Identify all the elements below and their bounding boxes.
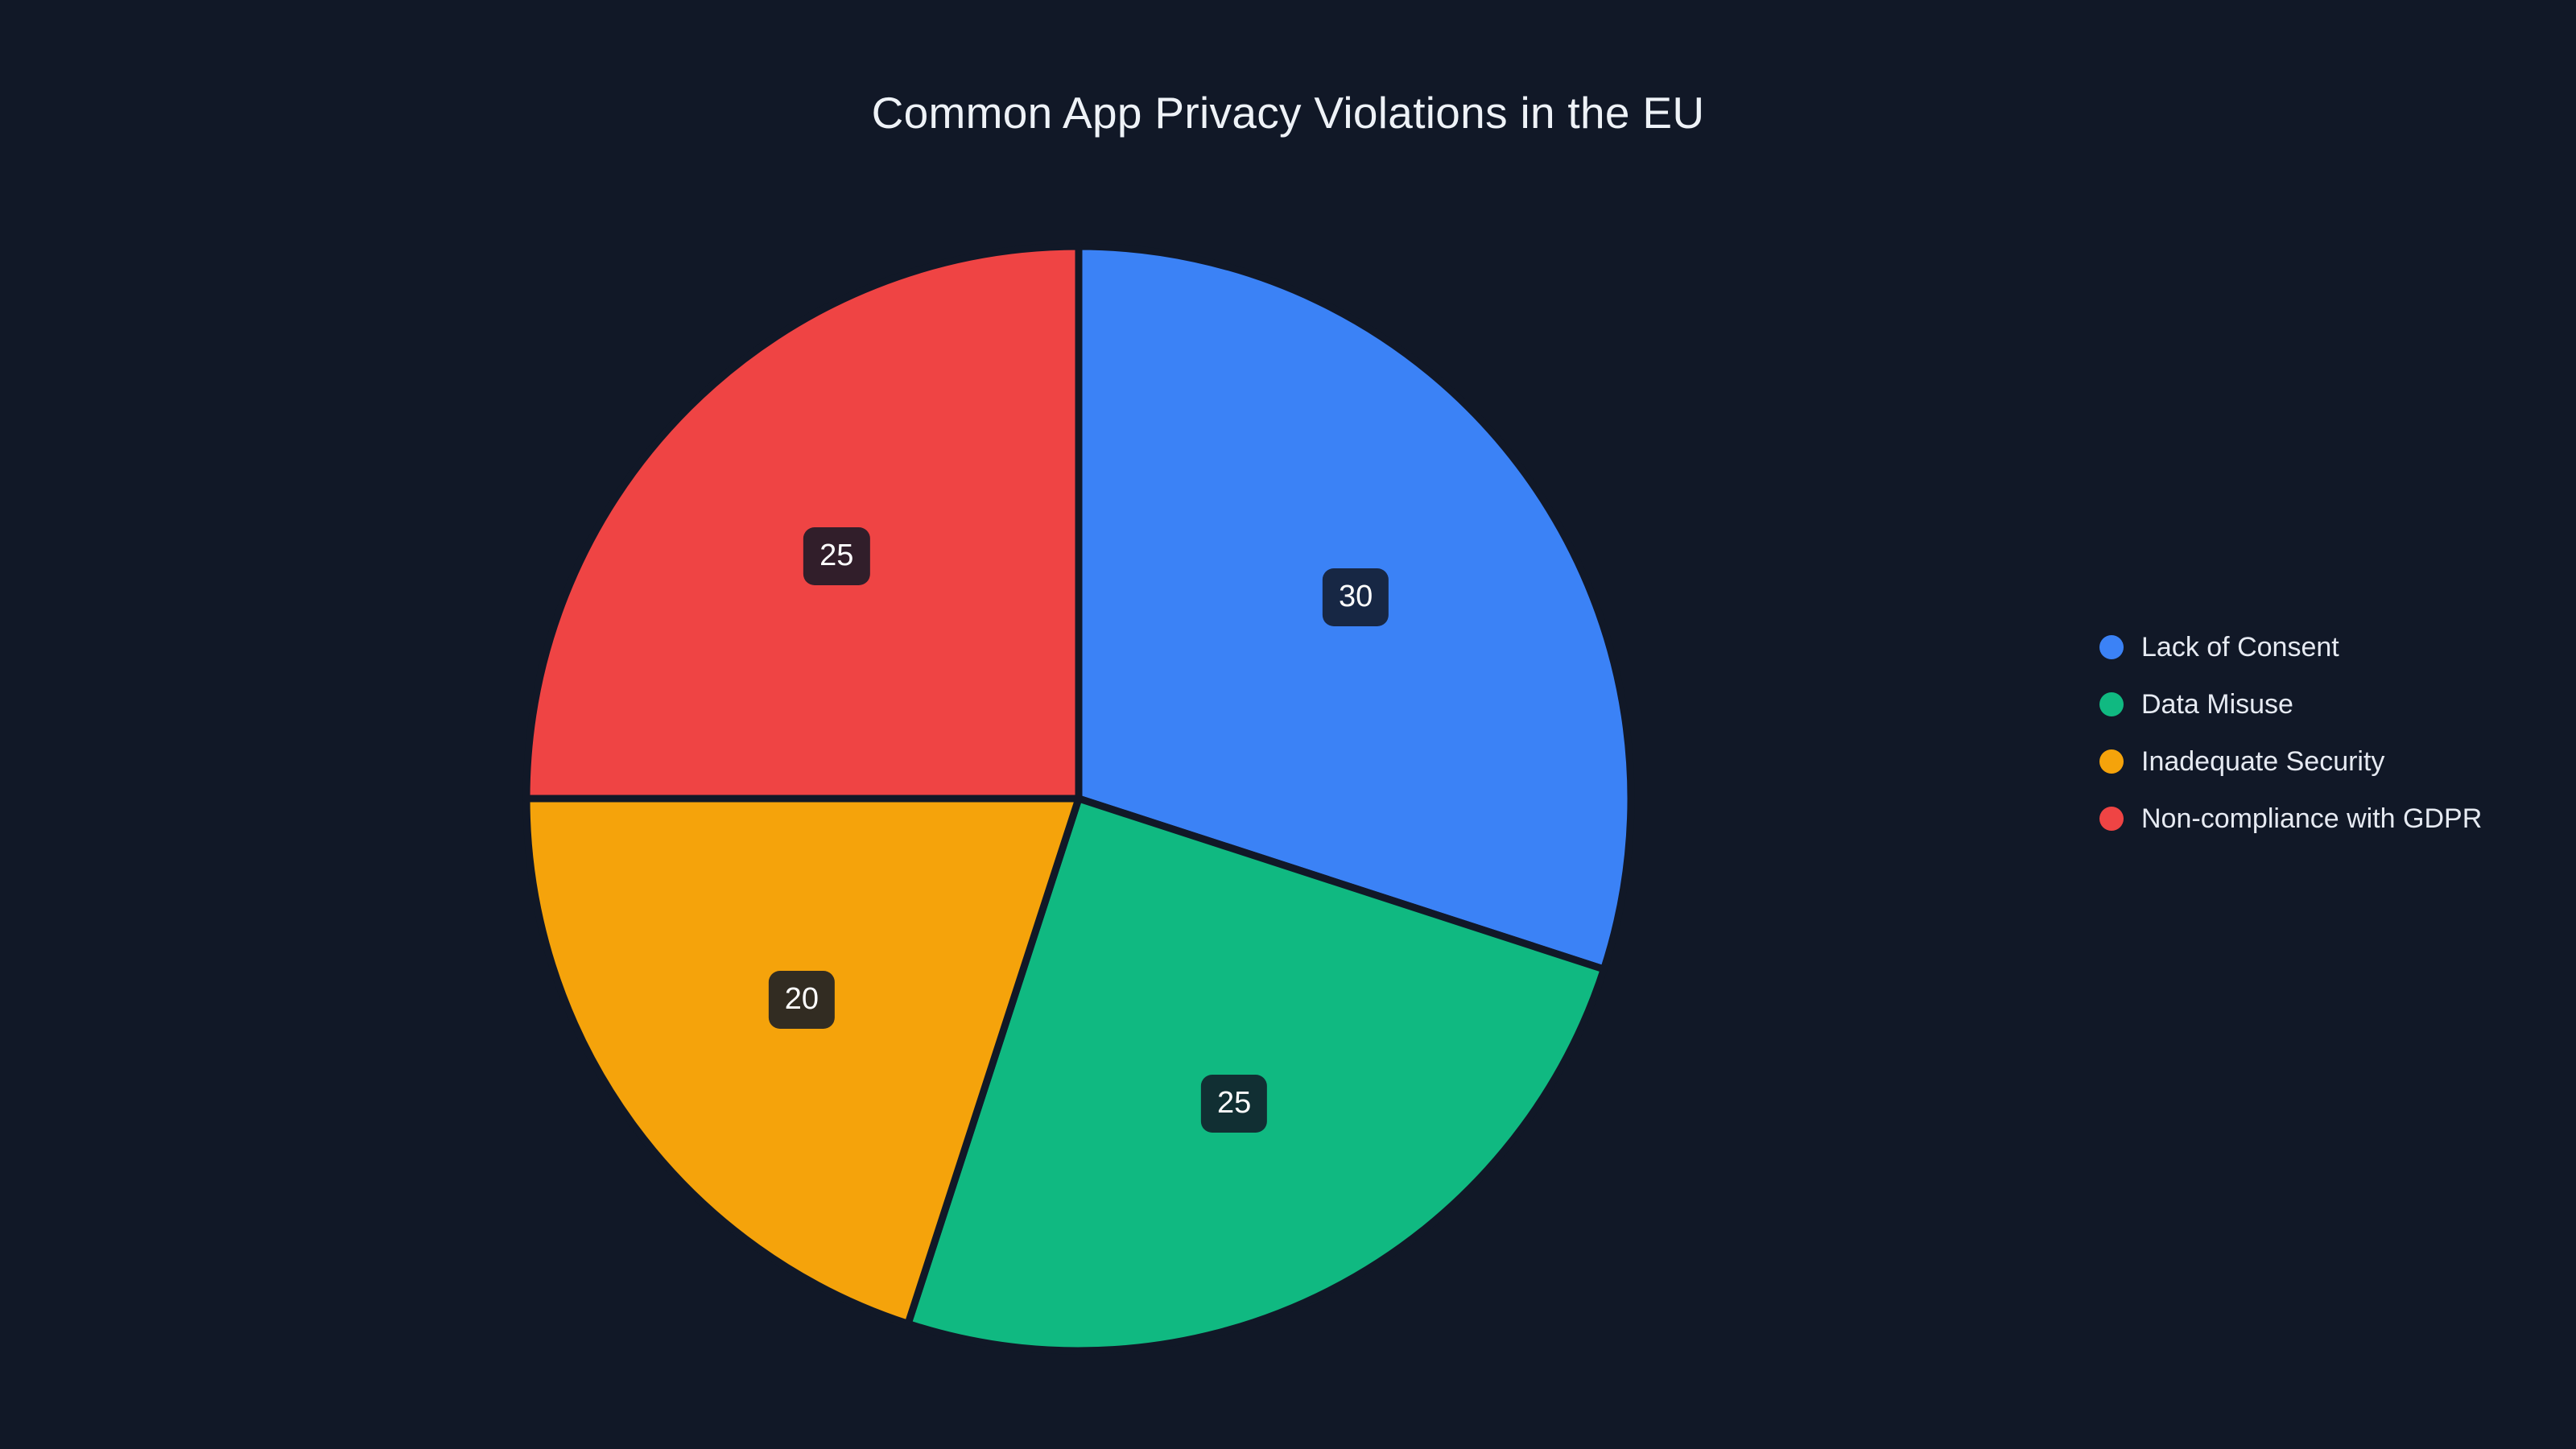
pie-slice-value-label: 20 [768,971,836,1029]
pie-slice[interactable] [522,242,1083,803]
legend-item-label: Data Misuse [2141,688,2293,720]
pie-slice[interactable] [904,795,1608,1355]
legend-item-label: Inadequate Security [2141,745,2385,777]
legend-item-label: Lack of Consent [2141,631,2339,663]
legend-color-swatch-icon [2099,806,2124,831]
legend-color-swatch-icon [2099,749,2124,774]
legend-color-swatch-icon [2099,634,2124,659]
pie-slice-group [522,242,1635,1355]
pie-slice-value-label: 25 [1200,1075,1268,1133]
legend-item[interactable]: Lack of Consent [2099,618,2482,675]
legend-color-swatch-icon [2099,691,2124,716]
legend-item[interactable]: Non-compliance with GDPR [2099,790,2482,847]
pie-slice-value-label: 25 [803,527,870,586]
pie-slice-value-label: 30 [1322,568,1389,626]
page-title: Common App Privacy Violations in the EU [871,88,1705,138]
chart-legend: Lack of Consent Data Misuse Inadequate Sec… [2099,618,2482,847]
legend-item-label: Non-compliance with GDPR [2141,803,2483,834]
pie-slice[interactable] [522,795,1083,1327]
legend-item[interactable]: Data Misuse [2099,675,2482,733]
legend-item[interactable]: Inadequate Security [2099,733,2482,790]
